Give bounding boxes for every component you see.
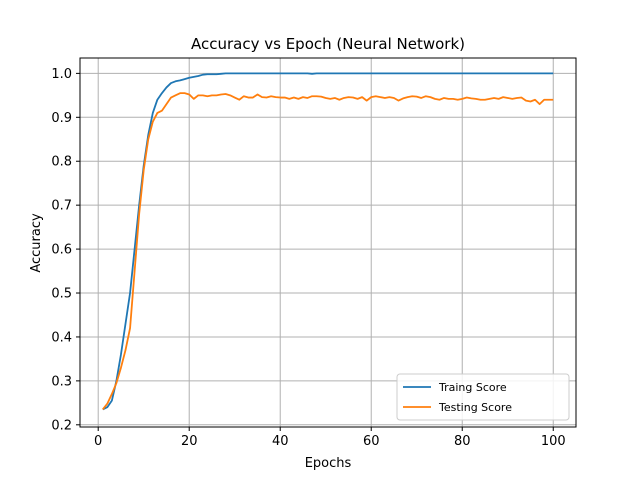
y-tick-label: 0.7	[51, 199, 72, 214]
y-tick-label: 0.6	[51, 243, 72, 258]
y-tick-label: 0.2	[51, 418, 72, 433]
y-tick-label: 0.4	[51, 330, 72, 345]
series-line-testing-score	[102, 92, 554, 410]
y-tick-label: 0.3	[51, 374, 72, 389]
x-tick-label: 40	[272, 434, 289, 449]
series-line-training-score	[102, 72, 554, 411]
y-axis-label: Accuracy	[29, 213, 44, 273]
y-tick-label: 0.5	[51, 287, 72, 302]
x-tick-label: 80	[454, 434, 471, 449]
chart-title: Accuracy vs Epoch (Neural Network)	[191, 35, 465, 53]
y-tick-label: 0.9	[51, 111, 72, 126]
axis-ticks: 0 20 40 60 80 100 0.2 0.3 0.4 0.5 0.6 0.7 0.8 0.9 1.0	[51, 67, 565, 449]
legend-label: Traing Score	[438, 381, 507, 394]
x-tick-label: 20	[181, 434, 198, 449]
legend-label: Testing Score	[438, 401, 512, 414]
plot-frame	[79, 57, 577, 428]
x-tick-label: 0	[94, 434, 102, 449]
series-lines	[102, 72, 554, 411]
legend-box	[396, 373, 570, 421]
x-tick-label: 60	[363, 434, 380, 449]
y-tick-label: 0.8	[51, 155, 72, 170]
legend: Traing Score Testing Score	[396, 373, 570, 421]
x-axis-label: Epochs	[305, 456, 352, 471]
y-tick-label: 1.0	[51, 67, 72, 82]
x-tick-label: 100	[541, 434, 566, 449]
